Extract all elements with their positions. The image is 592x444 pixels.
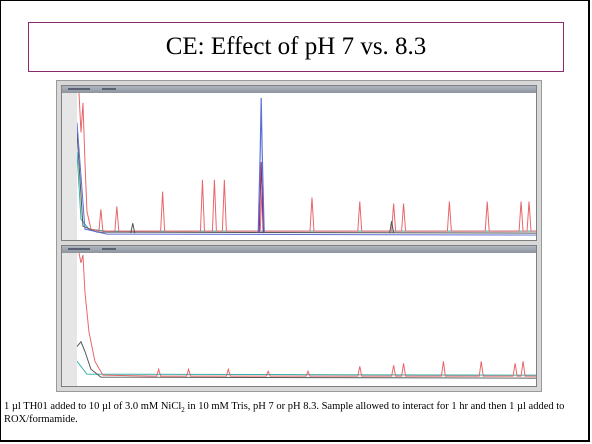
trace-plot-bottom (77, 253, 536, 379)
caption-text-2: in 10 mM Tris, pH 7 or pH 8.3. Sample al… (4, 401, 565, 425)
slide-title: CE: Effect of pH 7 vs. 8.3 (165, 33, 427, 60)
electropherogram-bottom-panel (61, 245, 537, 387)
slide-title-box: CE: Effect of pH 7 vs. 8.3 (28, 22, 564, 72)
electropherogram-screenshot (56, 80, 542, 392)
plot-area-bottom (77, 253, 536, 386)
panel-titlebar (62, 86, 536, 93)
slide-caption: 1 µl TH01 added to 10 µl of 3.0 mM NiCl2… (4, 400, 588, 426)
caption-subscript: 2 (181, 406, 185, 415)
y-axis-ruler (62, 253, 78, 386)
panel-titlebar (62, 246, 536, 253)
trace-plot-top (77, 93, 536, 236)
plot-area-top (77, 93, 536, 240)
electropherogram-top-panel (61, 85, 537, 241)
y-axis-ruler (62, 93, 78, 240)
caption-text-1: 1 µl TH01 added to 10 µl of 3.0 mM NiCl (4, 401, 182, 412)
